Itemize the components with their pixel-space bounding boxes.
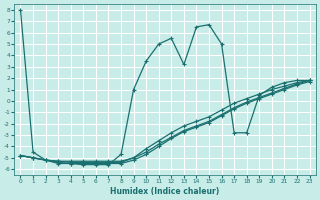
X-axis label: Humidex (Indice chaleur): Humidex (Indice chaleur) [110, 187, 220, 196]
